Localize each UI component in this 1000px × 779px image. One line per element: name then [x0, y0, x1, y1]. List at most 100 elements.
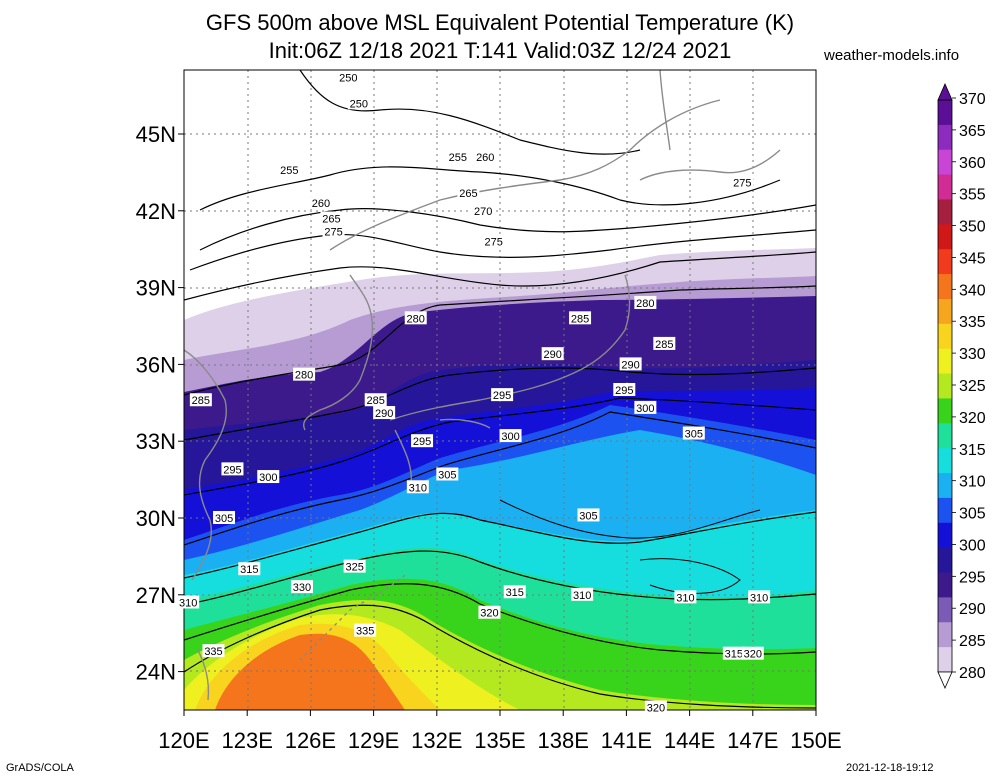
korea-coast	[303, 274, 374, 431]
colorbar-swatch	[938, 473, 952, 499]
contour-label: 310	[750, 592, 768, 604]
contour-label: 325	[345, 562, 363, 574]
colorbar-label: 305	[959, 506, 986, 523]
contour-label-bg	[213, 511, 236, 524]
contour-label-bg	[257, 470, 280, 484]
longitude-label: 138E	[538, 728, 589, 753]
latitude-label: 39N	[136, 276, 176, 301]
contour-label: 250	[339, 73, 357, 85]
contour-label-bg	[613, 383, 636, 396]
colorbar-label: 340	[959, 282, 986, 299]
footer-software: GrADS/COLA	[6, 762, 74, 774]
russia-coast	[329, 99, 721, 251]
contour-label-bg	[503, 585, 526, 599]
contour-label-bg	[320, 211, 343, 225]
colorbar-label: 360	[959, 155, 986, 172]
map-subtitle: Init:06Z 12/18 2021 T:141 Valid:03Z 12/2…	[268, 38, 732, 63]
contour-label: 335	[204, 646, 222, 658]
contour-label: 280	[295, 370, 313, 382]
longitude-label: 120E	[158, 728, 209, 753]
longitude-label: 150E	[790, 728, 841, 753]
contour-label: 265	[459, 188, 477, 200]
contour-label: 275	[485, 237, 503, 249]
contour-lines	[184, 70, 816, 709]
colorbar-label: 365	[959, 123, 986, 140]
contour-label: 310	[676, 592, 694, 604]
colorbar-swatch	[938, 274, 952, 300]
contour-label-bg	[406, 480, 429, 494]
contour-label-bg	[478, 605, 501, 619]
colorbar-label: 310	[959, 474, 986, 491]
contour-label-bg	[177, 595, 200, 609]
colorbar-label: 325	[959, 378, 986, 395]
contour-label: 285	[367, 395, 385, 407]
contour-label-bg	[404, 311, 427, 325]
colorbar-swatch	[938, 174, 952, 200]
colorbar-label: 350	[959, 219, 986, 236]
colorbar-label: 290	[959, 601, 986, 618]
contour-label: 290	[543, 349, 561, 361]
colorbar-swatch	[938, 597, 952, 623]
contour-label-bg	[644, 700, 667, 714]
colorbar-swatch	[938, 348, 952, 375]
contour-label: 315	[506, 587, 524, 599]
colorbar-swatch	[938, 622, 952, 648]
site-credit: weather-models.info	[824, 47, 960, 64]
contour-label-bg	[571, 587, 594, 601]
colorbar-swatch	[938, 547, 952, 574]
contour-label: 305	[579, 510, 597, 522]
contour-label: 260	[312, 198, 330, 210]
colorbar-label: 280	[959, 665, 986, 682]
contour-label-bg	[322, 224, 345, 238]
latitude-label: 33N	[136, 429, 176, 454]
longitude-label: 144E	[664, 728, 715, 753]
contour-label-bg	[293, 367, 316, 381]
contour-label: 310	[409, 482, 427, 494]
contour-label: 305	[215, 513, 233, 525]
contour-label-bg	[472, 203, 495, 217]
colorbar-swatch	[938, 647, 952, 673]
colorbar-swatch	[938, 224, 952, 250]
longitude-label: 123E	[222, 728, 273, 753]
contour-label-bg	[202, 644, 225, 658]
contour-label-bg	[634, 400, 657, 414]
colorbar-swatch	[938, 149, 952, 176]
latitude-labels: 45N 42N 39N 36N 33N 30N 27N 24N	[136, 122, 176, 685]
colorbar-label: 295	[959, 569, 986, 586]
contour-label: 335	[356, 626, 374, 638]
contour-label: 275	[733, 178, 751, 190]
colorbar-swatch	[938, 572, 952, 598]
contour-label: 260	[476, 152, 494, 164]
axis-ticks	[178, 133, 817, 716]
contour-label-bg	[189, 393, 212, 407]
contour-label-bg	[731, 175, 754, 189]
contour-label-bg	[741, 646, 764, 660]
contour-label-bg	[499, 429, 522, 443]
contour-label: 290	[375, 408, 393, 420]
colorbar-swatch	[938, 100, 952, 126]
contour-label: 265	[322, 213, 340, 225]
contour-label: 300	[636, 403, 654, 415]
colorbar-swatch	[938, 124, 952, 151]
contour-label: 305	[438, 469, 456, 481]
colorbar-bottom-arrow	[937, 671, 953, 689]
contour-label-bg	[354, 623, 377, 637]
contour-label-bg	[373, 406, 396, 420]
contour-label-bg	[722, 646, 745, 660]
colorbar-label: 285	[959, 633, 986, 650]
field-band-345	[215, 633, 405, 710]
longitude-label: 147E	[727, 728, 778, 753]
latitude-label: 27N	[136, 583, 176, 608]
colorbar-swatch	[938, 423, 952, 449]
colorbar-swatch	[938, 398, 952, 424]
colorbar-label: 335	[959, 314, 986, 331]
contour-label: 295	[413, 436, 431, 448]
contour-label: 285	[571, 313, 589, 325]
contour-label-bg	[674, 590, 697, 604]
contour-label-bg	[436, 467, 459, 481]
contour-label-bg	[682, 426, 705, 440]
latitude-label: 24N	[136, 660, 176, 685]
contour-label-bg	[577, 508, 600, 522]
colorbar-label: 355	[959, 187, 986, 204]
